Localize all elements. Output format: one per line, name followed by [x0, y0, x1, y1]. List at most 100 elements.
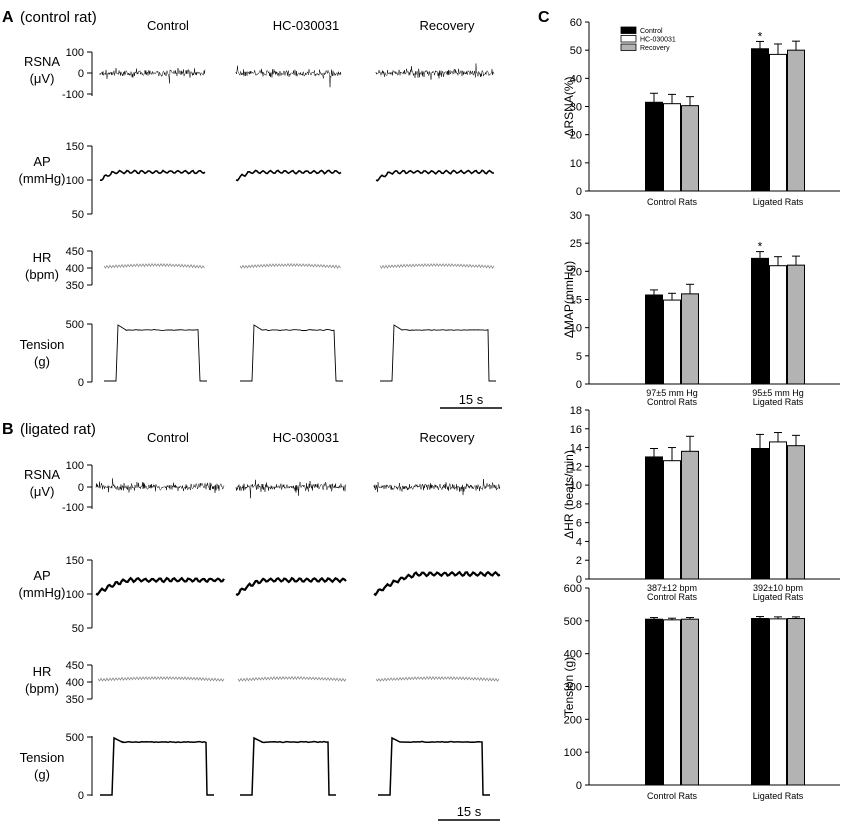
y-tick-label: 50 [570, 45, 582, 57]
rsna-trace [95, 478, 225, 494]
bar [751, 257, 769, 385]
category-label: 387±12 bpm [647, 583, 697, 593]
panel-b-col-control: Control [147, 430, 189, 445]
y-tick-label: 60 [570, 17, 582, 29]
bar [681, 450, 699, 580]
bar [769, 265, 787, 385]
panel-a-ap-tick: 150 [66, 141, 84, 153]
panel-a-ap-label: AP [33, 154, 50, 169]
panel-b-ap-tick: 150 [66, 555, 84, 567]
category-label: Control Rats [647, 791, 698, 801]
panel-b-hr-tick: 400 [66, 677, 84, 689]
panel-b-hr-label: HR [33, 664, 52, 679]
y-tick-label: 0 [576, 379, 582, 391]
panel-b-letter: B [2, 421, 14, 438]
hr-trace [97, 676, 225, 682]
legend-swatch [620, 35, 637, 43]
y-tick-label: 5 [576, 351, 582, 363]
y-tick-label: 14 [570, 443, 582, 455]
y-tick-label: 600 [564, 583, 582, 595]
category-label: 95±5 mm Hg [752, 388, 803, 398]
panel-a-ap-tick: 50 [72, 209, 84, 221]
panel-a-rsna-tick: -100 [62, 89, 84, 101]
y-tick-label: 400 [564, 649, 582, 661]
tension-trace [104, 324, 207, 382]
category-label: Control Rats [647, 592, 698, 602]
ap-trace [100, 169, 206, 181]
bar [681, 293, 699, 385]
ap-trace [375, 169, 494, 182]
panel-a-rsna-label: RSNA [24, 54, 60, 69]
y-tick-label: 300 [564, 682, 582, 694]
panel-a-hr-unit: (bpm) [25, 267, 59, 282]
y-axis-label: Tension (g) [562, 657, 576, 716]
panel-a-ap-unit: (mmHg) [19, 171, 66, 186]
rsna-trace [373, 478, 501, 496]
bar [681, 618, 699, 786]
ap-trace [95, 576, 225, 596]
panel-b-ap-tick: 100 [66, 589, 84, 601]
panel-b-ap-unit: (mmHg) [19, 585, 66, 600]
ap-trace [235, 169, 342, 182]
category-label: Control Rats [647, 397, 698, 407]
panel-a-rsna-tick: 100 [66, 47, 84, 59]
tension-trace [100, 736, 214, 796]
panel-b-col-recovery: Recovery [420, 430, 475, 445]
panel-a-col-recovery: Recovery [420, 18, 475, 33]
panel-b-tension-tick: 500 [66, 732, 84, 744]
hr-trace [103, 263, 205, 269]
hr-trace [239, 262, 341, 270]
tension-trace [240, 324, 343, 382]
panel-b-hr-unit: (bpm) [25, 681, 59, 696]
y-tick-label: 8 [576, 499, 582, 511]
bar [663, 619, 681, 786]
y-tick-label: 18 [570, 405, 582, 417]
ap-trace [373, 570, 501, 597]
panel-a-hr-label: HR [33, 250, 52, 265]
panel-b-ap-tick: 50 [72, 623, 84, 635]
bar [769, 53, 787, 192]
category-label: Ligated Rats [753, 197, 804, 207]
category-label: Ligated Rats [753, 791, 804, 801]
bar [645, 618, 663, 786]
ap-trace [235, 576, 347, 596]
y-tick-label: 15 [570, 295, 582, 307]
panel-a-hr-tick: 400 [66, 263, 84, 275]
legend-label: Recovery [640, 45, 670, 52]
panel-c-letter: C [538, 9, 550, 26]
tension-trace [380, 324, 496, 382]
y-tick-label: 25 [570, 238, 582, 250]
panel-a-subtitle: (control rat) [20, 9, 97, 26]
bar [769, 441, 787, 580]
panel-b-tension-label: Tension [20, 750, 65, 765]
panel-a-rsna-unit: (μV) [30, 71, 55, 86]
y-axis-label: ΔHR (beats/min) [562, 450, 576, 539]
panel-a-tension-tick: 500 [66, 319, 84, 331]
y-tick-label: 10 [570, 480, 582, 492]
panel-a-hr-tick: 450 [66, 246, 84, 258]
y-tick-label: 16 [570, 424, 582, 436]
category-label: 97±5 mm Hg [646, 388, 697, 398]
legend-swatch [620, 43, 637, 51]
bar [751, 447, 769, 580]
hr-trace [379, 262, 495, 269]
bar [787, 49, 805, 192]
panel-a-tension-label: Tension [20, 337, 65, 352]
panel-a-tension-unit: (g) [34, 354, 50, 369]
bar [751, 48, 769, 192]
panel-a-letter: A [2, 9, 14, 26]
y-axis-label: ΔMAP(mmHg) [562, 261, 576, 338]
y-tick-label: 500 [564, 616, 582, 628]
category-label: Ligated Rats [753, 592, 804, 602]
panel-a-rsna-tick: 0 [78, 68, 84, 80]
y-tick-label: 30 [570, 210, 582, 222]
y-axis-label: ΔRSNA(%) [562, 76, 576, 136]
bar [787, 445, 805, 580]
panel-b-rsna-unit: (μV) [30, 484, 55, 499]
category-label: Ligated Rats [753, 397, 804, 407]
panel-b-scale-label: 15 s [457, 804, 482, 819]
bar [787, 264, 805, 385]
panel-b-subtitle: (ligated rat) [20, 421, 96, 438]
